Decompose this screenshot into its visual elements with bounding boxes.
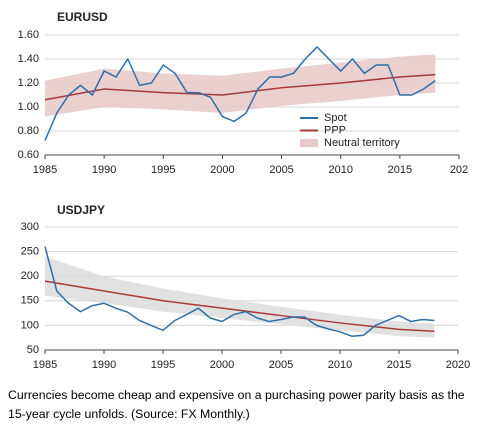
legend-label: Spot	[324, 112, 347, 124]
y-tick-label: 300	[21, 221, 39, 233]
legend-swatch	[300, 139, 318, 147]
y-tick-label: 250	[21, 246, 39, 258]
x-tick-label: 1990	[92, 164, 116, 176]
x-tick-label: 2020	[446, 359, 470, 371]
series-line	[44, 73, 436, 101]
x-tick-label: 202	[450, 164, 468, 176]
y-tick-label: 1.60	[18, 29, 39, 41]
x-tick-label: 2000	[210, 359, 234, 371]
y-tick-label: 150	[21, 295, 39, 307]
x-tick-label: 2005	[269, 164, 293, 176]
y-tick-label: 0.60	[18, 149, 39, 161]
y-tick-label: 100	[21, 319, 39, 331]
y-tick-label: 200	[21, 270, 39, 282]
x-tick-label: 2010	[328, 359, 352, 371]
charts: EURUSD 0.60 0.80 1.00 1.20 1.40 1.60 1985 1990 19…	[18, 10, 471, 371]
y-tick-label: 1.20	[18, 77, 39, 89]
x-tick-label: 1995	[151, 359, 175, 371]
neutral-band	[45, 256, 435, 338]
series-line	[44, 246, 435, 337]
x-tick-label: 1985	[33, 164, 57, 176]
x-tick-label: 2015	[388, 164, 412, 176]
series-line	[44, 45, 436, 141]
page: EURUSD 0.60 0.80 1.00 1.20 1.40 1.60 1985 1990 19…	[8, 10, 471, 421]
x-tick-label: 2005	[269, 359, 293, 371]
legend-label: PPP	[324, 124, 346, 136]
x-tick-label: 1995	[151, 164, 175, 176]
x-tick-label: 2015	[387, 359, 411, 371]
x-tick-label: 2000	[210, 164, 234, 176]
neutral-band	[45, 54, 436, 117]
x-tick-label: 1990	[92, 359, 116, 371]
y-tick-label: 1.40	[18, 53, 39, 65]
series-line	[44, 280, 435, 333]
x-tick-label: 1985	[33, 359, 57, 371]
chart-title: USDJPY	[57, 203, 105, 217]
y-tick-label: 1.00	[18, 101, 39, 113]
caption: Currencies become cheap and expensive on…	[8, 388, 465, 421]
y-tick-label: 50	[27, 344, 39, 356]
legend-label: Neutral territory	[324, 137, 400, 149]
chart-title: EURUSD	[57, 10, 108, 24]
y-tick-label: 0.80	[18, 125, 39, 137]
x-tick-label: 2010	[328, 164, 352, 176]
